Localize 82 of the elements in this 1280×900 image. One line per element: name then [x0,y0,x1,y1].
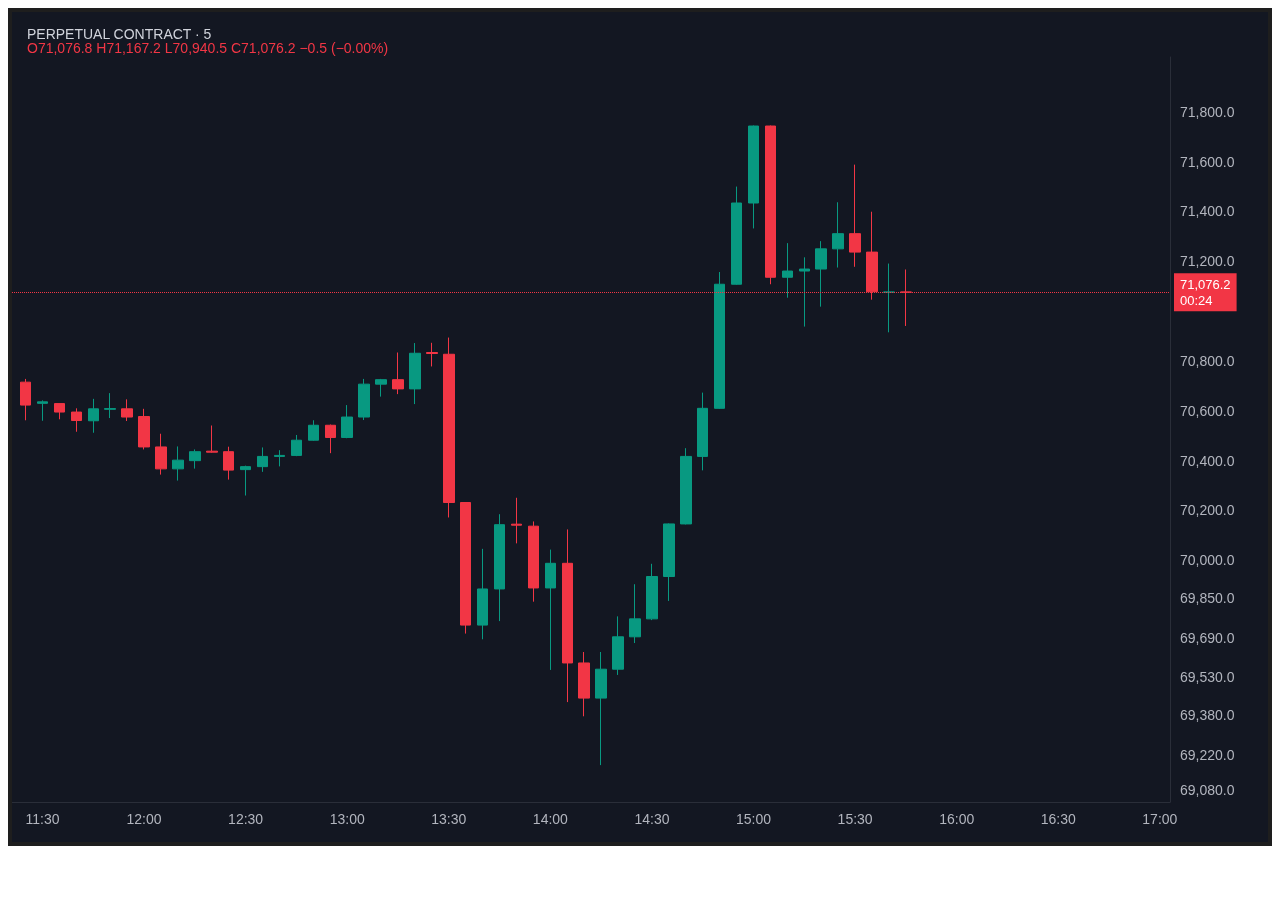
candlestick [104,392,116,419]
candlestick [54,403,65,420]
candlestick [697,392,708,471]
y-tick-label: 70,400.0 [1180,452,1235,469]
x-tick-label: 16:00 [939,811,975,827]
candlestick [37,399,48,422]
candlestick [646,563,658,621]
candlestick [409,342,421,405]
candlestick [291,434,302,457]
ref-line-label: 71,076.2 [1180,276,1231,292]
candlestick [206,425,218,454]
candlestick [731,186,742,286]
x-tick-label: 15:00 [736,811,772,827]
candlestick [274,449,285,467]
candlestick [714,271,725,410]
candlestick [799,256,810,328]
candlestick [883,263,895,333]
candlestick [308,419,319,442]
y-tick-label: 70,800.0 [1180,352,1235,369]
y-tick-label: 69,380.0 [1180,706,1235,723]
chart-title: PERPETUAL CONTRACT · 5 [27,26,212,42]
candlestick [612,615,624,676]
candlestick [494,513,505,622]
y-tick-label: 71,600.0 [1180,153,1235,170]
x-tick-label: 13:30 [431,811,467,827]
candlestick [629,583,641,644]
candlestick [443,337,455,518]
text: 00:24 [1180,292,1213,308]
x-tick-label: 11:30 [25,811,60,827]
candlestick [240,465,251,497]
y-tick-label: 70,000.0 [1180,552,1235,569]
candlestick [748,125,759,229]
y-tick-label: 69,530.0 [1180,669,1235,686]
candlestick [832,201,844,269]
x-tick-label: 12:30 [228,811,264,827]
y-tick-label: 71,800.0 [1180,103,1235,120]
candlestick [426,342,438,367]
candlestick [341,404,353,439]
candlestick [325,424,336,454]
candlestick [578,651,590,717]
candlestick [545,549,556,671]
x-tick-label: 14:00 [532,811,569,827]
x-tick-label: 13:00 [329,811,365,827]
candlestick [223,446,234,481]
x-tick-label: 16:30 [1040,811,1076,827]
candlestick [71,407,82,433]
candlestick [460,501,471,635]
candlestick [477,548,488,640]
y-tick-label: 69,690.0 [1180,629,1235,646]
y-tick-label: 71,400.0 [1180,203,1235,220]
y-tick-label: 69,080.0 [1180,781,1235,798]
candlestick [849,164,861,268]
candlestick [782,242,793,299]
candlestick [358,378,370,421]
candlestick [562,528,573,703]
candlestick [121,398,133,422]
candlestick [528,520,539,603]
x-tick-label: 12:00 [126,811,162,827]
y-tick-label: 69,850.0 [1180,589,1235,606]
candlestick [392,352,404,395]
candlestick [155,433,167,476]
candlestick [172,445,184,482]
candlestick [375,378,387,398]
y-tick-label: 69,220.0 [1180,746,1235,763]
candlestick [257,446,268,473]
candlestick [595,651,607,766]
candlestick [815,240,827,308]
y-tick-label: 70,200.0 [1180,502,1235,519]
y-tick-label: 70,600.0 [1180,402,1235,419]
candlestick [511,497,522,544]
x-tick-label: 14:30 [634,811,670,827]
candlestick [88,398,99,434]
candlestick [663,522,675,602]
chart-subtitle: O71,076.8 H71,167.2 L70,940.5 C71,076.2 −0.5 (−0.00%) [27,40,389,56]
candlestick [680,447,692,525]
y-tick-label: 71,200.0 [1180,253,1235,270]
candlestick [138,408,150,450]
x-tick-label: 17:00 [1142,811,1178,827]
candlestick [20,378,31,421]
candlestick [189,448,201,470]
x-tick-label: 15:30 [837,811,873,827]
candlestick [765,125,776,285]
